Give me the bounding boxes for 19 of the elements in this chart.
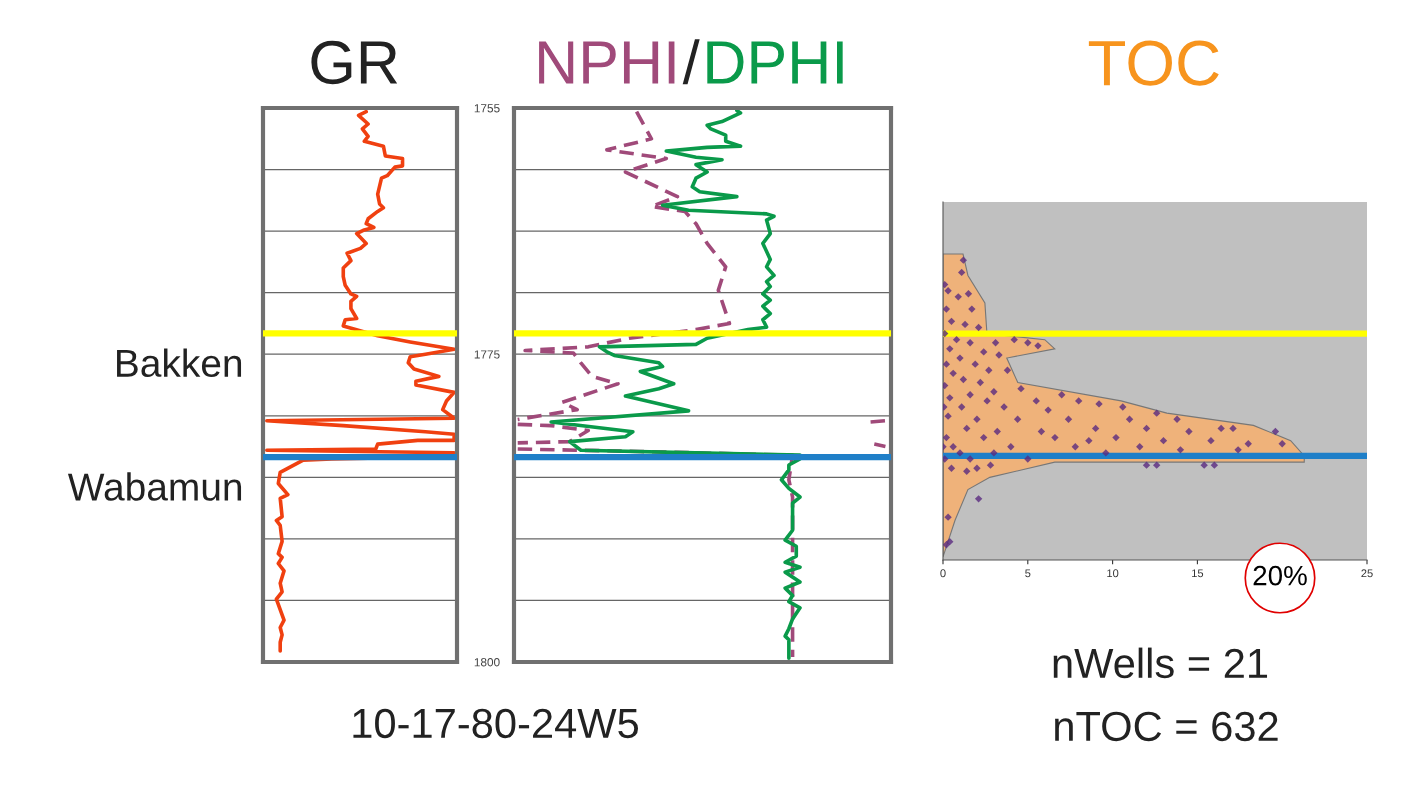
text: 20%	[1253, 565, 1307, 586]
chart-title: /	[682, 39, 700, 85]
y-tick-label: 1755	[474, 104, 500, 113]
text: 10-17-80-24W5	[353, 708, 639, 739]
series-label: NPHI	[539, 41, 675, 84]
y-tick-label: 1775	[474, 350, 500, 359]
x-tick-label: 0	[940, 569, 946, 578]
x-tick-label: 10	[1107, 569, 1119, 578]
text: nWells = 21	[1053, 647, 1268, 679]
x-tick-label: 5	[1025, 569, 1031, 578]
y-tick-label: 1800	[474, 658, 500, 667]
x-tick-label: 25	[1361, 569, 1373, 578]
x-tick-label: 15	[1192, 569, 1204, 578]
text: nTOC = 632	[1055, 711, 1278, 742]
chart-title: TOC	[1088, 40, 1219, 86]
ref-line-label: Wabamun	[67, 472, 242, 501]
chart-title: GR	[311, 40, 398, 85]
ref-line-label: Bakken	[117, 348, 242, 378]
series-label: DPHI	[707, 41, 843, 84]
